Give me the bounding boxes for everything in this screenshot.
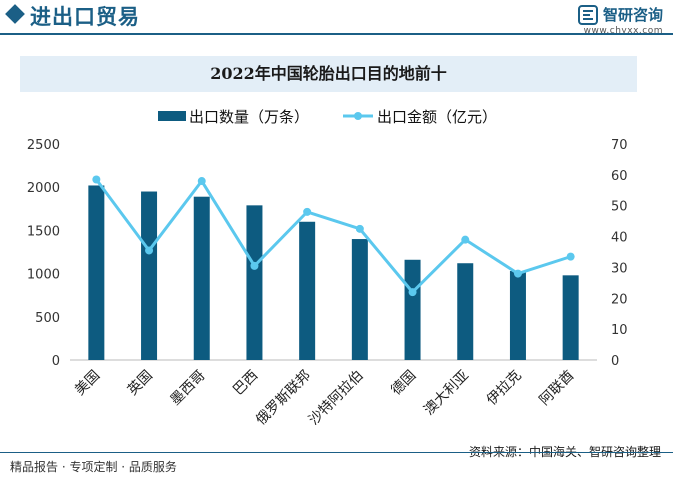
- page-header: 进出口贸易 智研咨询 www.chyxx.com: [0, 0, 673, 38]
- bar-7: [457, 263, 474, 360]
- bar-5: [351, 239, 368, 360]
- y-left-tick-label: 1000: [27, 268, 60, 283]
- x-tick-label: 沙特阿拉伯: [306, 368, 367, 429]
- brand-url: www.chyxx.com: [583, 26, 663, 36]
- line-point-9: [566, 252, 575, 261]
- y-left-tick-label: 2000: [27, 181, 60, 196]
- line-point-5: [355, 224, 364, 233]
- line-point-1: [145, 246, 154, 255]
- bar-0: [88, 185, 105, 360]
- legend-bar-swatch: [158, 111, 186, 121]
- x-tick-label: 澳大利亚: [421, 368, 472, 419]
- y-right-tick-label: 50: [611, 200, 628, 215]
- y-left-tick-label: 1500: [27, 224, 60, 239]
- x-tick-label: 英国: [124, 367, 156, 399]
- bar-3: [246, 205, 263, 360]
- y-right-tick-label: 70: [611, 138, 628, 153]
- bar-6: [404, 259, 421, 360]
- chart-title: 2022年中国轮胎出口目的地前十: [210, 64, 447, 83]
- bar-8: [509, 271, 526, 360]
- y-right-tick-label: 30: [611, 261, 628, 276]
- x-tick-label: 伊拉克: [484, 368, 525, 409]
- section-title: 进出口贸易: [30, 5, 140, 29]
- line-point-4: [303, 207, 312, 216]
- line-series: [95, 178, 572, 294]
- y-right-tick-label: 40: [611, 231, 628, 246]
- y-left-tick-label: 2500: [27, 138, 60, 153]
- brand-name: 智研咨询: [602, 6, 663, 24]
- brand: 智研咨询 www.chyxx.com: [577, 4, 663, 36]
- y-right-tick-label: 10: [611, 323, 628, 338]
- line-point-3: [250, 261, 259, 270]
- brand-logo-icon: [577, 4, 598, 25]
- x-tick-label: 阿联酋: [536, 367, 578, 409]
- x-tick-label: 俄罗斯联邦: [253, 368, 314, 429]
- footer-tagline: 精品报告 · 专项定制 · 品质服务: [10, 460, 177, 474]
- bar-2: [193, 196, 210, 360]
- y-left-tick-label: 500: [35, 311, 60, 326]
- bar-4: [299, 221, 316, 360]
- chart-title-box: 2022年中国轮胎出口目的地前十: [20, 56, 637, 92]
- y-right-tick-label: 0: [611, 354, 619, 369]
- x-tick-label: 美国: [72, 368, 103, 399]
- y-right-tick-label: 20: [611, 292, 628, 307]
- legend-line-label: 出口金额（亿元）: [377, 108, 497, 126]
- y-left-tick-label: 0: [52, 354, 60, 369]
- x-tick-label: 墨西哥: [168, 368, 209, 409]
- line-point-6: [408, 288, 417, 297]
- bar-1: [141, 191, 158, 360]
- line-point-2: [197, 177, 206, 186]
- legend-line-marker: [354, 112, 362, 120]
- bar-9: [562, 275, 579, 360]
- header-divider: [0, 33, 673, 35]
- x-tick-label: 巴西: [230, 368, 261, 399]
- x-tick-label: 德国: [388, 368, 419, 399]
- line-point-7: [461, 235, 470, 244]
- footer-divider: [0, 452, 673, 453]
- line-point-0: [92, 175, 101, 184]
- line-point-8: [513, 269, 522, 278]
- legend-bar-label: 出口数量（万条）: [189, 108, 309, 126]
- y-right-tick-label: 60: [611, 169, 628, 184]
